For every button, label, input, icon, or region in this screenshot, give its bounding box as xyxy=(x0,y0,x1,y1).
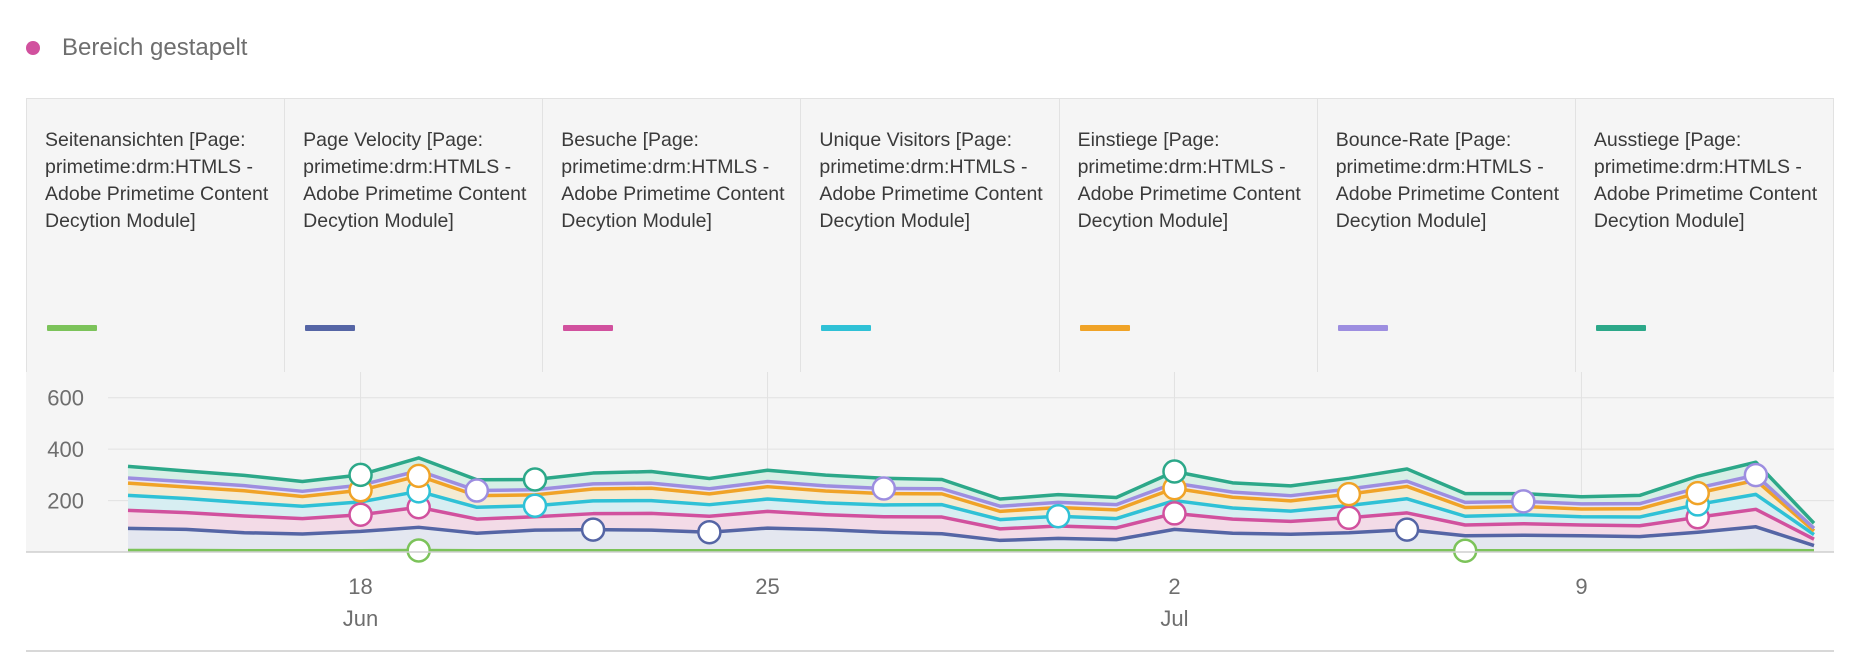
data-point-marker[interactable] xyxy=(522,467,548,492)
x-tick-label: 18 xyxy=(348,574,372,599)
legend-item[interactable]: Bounce-Rate [Page: primetime:drm:HTMLS -… xyxy=(1318,99,1576,372)
data-point-marker[interactable] xyxy=(1162,501,1187,526)
series-area xyxy=(128,475,1814,535)
legend-label: Bounce-Rate [Page: primetime:drm:HTMLS -… xyxy=(1335,129,1559,232)
data-point-marker[interactable] xyxy=(1336,505,1362,531)
legend: Seitenansichten [Page: primetime:drm:HTM… xyxy=(26,98,1834,372)
legend-swatch xyxy=(47,325,97,331)
series-area xyxy=(128,457,1814,529)
bottom-divider xyxy=(26,650,1834,652)
legend-swatch xyxy=(1079,325,1130,331)
x-tick-month: Jun xyxy=(343,606,378,631)
x-tick-month: Jul xyxy=(1160,606,1188,631)
legend-label: Seitenansichten [Page: primetime:drm:HTM… xyxy=(45,129,269,232)
x-tick-label: 25 xyxy=(755,574,779,599)
legend-item[interactable]: Seitenansichten [Page: primetime:drm:HTM… xyxy=(27,99,286,372)
legend-swatch xyxy=(1337,325,1388,331)
data-point-marker[interactable] xyxy=(580,517,606,542)
x-tick-label: 2 xyxy=(1168,574,1180,599)
chart-header: Bereich gestapelt xyxy=(26,28,247,68)
data-point-marker[interactable] xyxy=(1511,489,1536,514)
series-line xyxy=(127,525,1815,548)
data-point-marker[interactable] xyxy=(1045,504,1071,529)
data-point-marker[interactable] xyxy=(464,478,490,503)
data-point-marker[interactable] xyxy=(348,502,373,527)
legend-swatch xyxy=(563,325,614,331)
y-tick-label: 400 xyxy=(47,437,84,462)
chart-type-dot xyxy=(26,41,40,55)
data-point-marker[interactable] xyxy=(1685,480,1710,506)
data-point-marker[interactable] xyxy=(1336,481,1362,507)
legend-label: Ausstiege [Page: primetime:drm:HTMLS - A… xyxy=(1593,129,1818,232)
legend-label: Unique Visitors [Page: primetime:drm:HTM… xyxy=(819,129,1043,232)
legend-swatch xyxy=(821,325,872,331)
legend-item[interactable]: Ausstiege [Page: primetime:drm:HTMLS - A… xyxy=(1576,99,1833,372)
data-point-marker[interactable] xyxy=(697,519,722,545)
data-point-marker[interactable] xyxy=(871,476,897,501)
data-point-marker[interactable] xyxy=(348,462,373,488)
y-tick-label: 200 xyxy=(47,489,84,514)
data-point-marker[interactable] xyxy=(1394,517,1420,542)
legend-item[interactable]: Page Velocity [Page: primetime:drm:HTMLS… xyxy=(285,99,544,372)
legend-label: Page Velocity [Page: primetime:drm:HTMLS… xyxy=(303,129,527,232)
data-point-marker[interactable] xyxy=(406,463,431,489)
data-point-marker[interactable] xyxy=(1452,538,1478,563)
x-tick-label: 9 xyxy=(1575,574,1587,599)
legend-label: Einstiege [Page: primetime:drm:HTMLS - A… xyxy=(1077,129,1301,232)
data-point-marker[interactable] xyxy=(406,538,431,563)
legend-label: Besuche [Page: primetime:drm:HTMLS - Ado… xyxy=(561,129,785,232)
legend-swatch xyxy=(1595,325,1646,331)
legend-item[interactable]: Besuche [Page: primetime:drm:HTMLS - Ado… xyxy=(543,99,802,372)
data-point-marker[interactable] xyxy=(1162,459,1187,484)
data-point-marker[interactable] xyxy=(522,493,548,518)
series-area xyxy=(128,491,1814,540)
y-tick-label: 600 xyxy=(47,386,84,411)
legend-swatch xyxy=(305,325,356,331)
chart-title: Bereich gestapelt xyxy=(62,34,248,61)
legend-item[interactable]: Einstiege [Page: primetime:drm:HTMLS - A… xyxy=(1060,99,1318,372)
data-point-marker[interactable] xyxy=(1743,462,1769,488)
legend-item[interactable]: Unique Visitors [Page: primetime:drm:HTM… xyxy=(801,99,1060,372)
